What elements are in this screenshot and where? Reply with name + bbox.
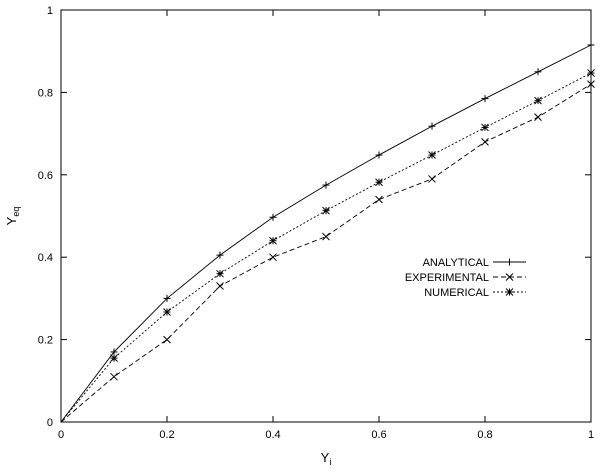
data-point <box>428 175 436 183</box>
x-tick-label: 0.8 <box>477 429 492 441</box>
data-point <box>322 232 330 241</box>
data-point <box>110 354 118 362</box>
series-layer <box>60 41 595 423</box>
data-point <box>428 122 436 130</box>
series-line-analytical <box>60 44 592 423</box>
data-point <box>506 258 513 266</box>
data-point <box>587 41 595 49</box>
y-axis-label-sub: eq <box>11 207 21 217</box>
data-point <box>534 68 542 76</box>
x-tick-label: 0.6 <box>371 429 386 441</box>
data-point <box>587 69 595 77</box>
ticks: 0 0.2 0.4 0.6 0.8 1 0 0.2 0.4 0.6 0.8 1 <box>38 5 594 441</box>
data-point <box>216 251 224 259</box>
x-tick-label: 0 <box>58 429 64 441</box>
legend-label: EXPERIMENTAL <box>405 272 489 284</box>
y-axis-label: Yeq <box>4 207 21 226</box>
data-point <box>163 294 171 302</box>
data-point <box>481 95 489 103</box>
x-tick-label: 1 <box>588 429 594 441</box>
data-point <box>375 178 383 187</box>
y-tick-label: 0.2 <box>38 335 53 347</box>
data-point <box>505 288 514 296</box>
data-point <box>375 151 383 159</box>
data-point <box>216 269 224 278</box>
x-axis-label-main: Y <box>321 450 330 465</box>
y-axis-label-main: Y <box>4 216 19 225</box>
plot-area <box>60 9 592 423</box>
y-tick-label: 0 <box>47 417 53 429</box>
y-tick-label: 0.4 <box>38 252 53 264</box>
y-tick-label: 0.6 <box>38 170 53 182</box>
data-point <box>269 213 277 221</box>
data-point <box>322 181 330 189</box>
data-point <box>322 206 330 215</box>
legend-label: ANALYTICAL <box>423 257 489 269</box>
data-point <box>269 236 277 245</box>
data-point <box>534 96 542 105</box>
data-point <box>481 123 489 132</box>
x-tick-label: 0.2 <box>159 429 174 441</box>
data-point <box>428 151 436 159</box>
data-point <box>534 113 542 121</box>
series-line-experimental <box>60 83 592 423</box>
data-point <box>110 348 118 356</box>
data-point <box>110 372 118 381</box>
x-axis-label: Yi <box>321 450 332 467</box>
data-point <box>163 308 171 316</box>
x-axis-label-sub: i <box>329 457 331 467</box>
series-line-numerical <box>60 72 592 423</box>
y-tick-label: 1 <box>47 5 53 17</box>
legend-label: NUMERICAL <box>424 287 489 299</box>
data-point <box>505 273 514 281</box>
data-point <box>216 282 224 290</box>
data-point <box>587 80 595 89</box>
data-point <box>481 137 489 146</box>
legend: ANALYTICAL EXPERIMENTAL NUMERICAL <box>405 257 526 299</box>
data-point <box>269 253 277 262</box>
y-tick-label: 0.8 <box>38 87 53 99</box>
data-point <box>375 195 383 204</box>
data-point <box>163 335 171 344</box>
x-tick-label: 0.4 <box>265 429 280 441</box>
